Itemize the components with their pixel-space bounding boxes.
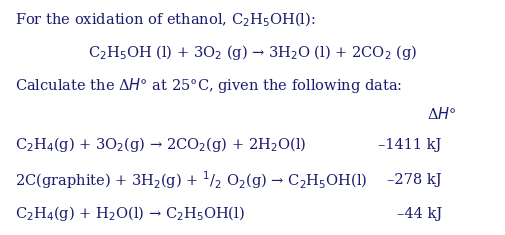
Text: –44 kJ: –44 kJ <box>396 207 442 221</box>
Text: –1411 kJ: –1411 kJ <box>379 137 442 152</box>
Text: C$_2$H$_4$(g) + H$_2$O(l) → C$_2$H$_5$OH(l): C$_2$H$_4$(g) + H$_2$O(l) → C$_2$H$_5$OH… <box>15 204 245 223</box>
Text: Calculate the Δ$\it{H}$° at 25°C, given the following data:: Calculate the Δ$\it{H}$° at 25°C, given … <box>15 76 402 95</box>
Text: C$_2$H$_5$OH (l) + 3O$_2$ (g) → 3H$_2$O (l) + 2CO$_2$ (g): C$_2$H$_5$OH (l) + 3O$_2$ (g) → 3H$_2$O … <box>88 43 417 62</box>
Text: For the oxidation of ethanol, C$_2$H$_5$OH(l):: For the oxidation of ethanol, C$_2$H$_5$… <box>15 11 316 29</box>
Text: 2C(graphite) + 3H$_2$(g) + $^1$/$_2$ O$_2$(g) → C$_2$H$_5$OH(l): 2C(graphite) + 3H$_2$(g) + $^1$/$_2$ O$_… <box>15 169 368 191</box>
Text: C$_2$H$_4$(g) + 3O$_2$(g) → 2CO$_2$(g) + 2H$_2$O(l): C$_2$H$_4$(g) + 3O$_2$(g) → 2CO$_2$(g) +… <box>15 135 307 154</box>
Text: Δ$\it{H}$°: Δ$\it{H}$° <box>427 106 457 122</box>
Text: –278 kJ: –278 kJ <box>387 173 442 187</box>
